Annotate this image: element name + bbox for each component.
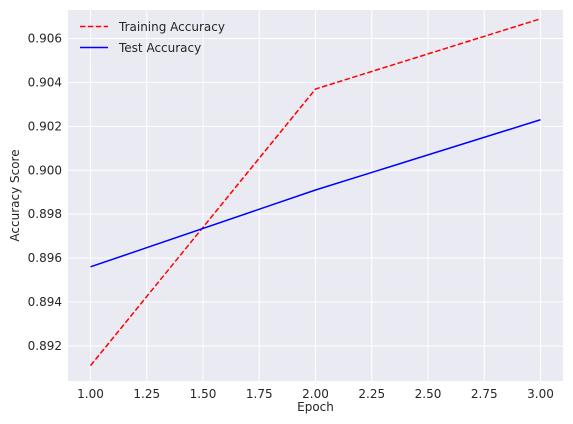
x-tick-label: 1.25 — [133, 387, 160, 401]
x-tick-label: 2.50 — [415, 387, 442, 401]
y-tick-label: 0.894 — [28, 295, 62, 309]
x-tick-label: 2.75 — [471, 387, 498, 401]
x-tick-label: 1.00 — [77, 387, 104, 401]
legend-label-training: Training Accuracy — [118, 20, 225, 34]
y-tick-label: 0.906 — [28, 32, 62, 46]
x-tick-label: 2.00 — [302, 387, 329, 401]
legend: Training Accuracy Test Accuracy — [80, 20, 225, 55]
y-axis-label: Accuracy Score — [8, 149, 22, 241]
y-tick-label: 0.900 — [28, 163, 62, 177]
y-tick-label: 0.898 — [28, 207, 62, 221]
series-lines — [89, 18, 541, 367]
x-tick-label: 1.50 — [190, 387, 217, 401]
grid-lines — [68, 10, 563, 381]
x-axis-label: Epoch — [297, 400, 334, 414]
legend-label-test: Test Accuracy — [118, 41, 201, 55]
series-line-test — [90, 119, 541, 268]
y-tick-label: 0.902 — [28, 119, 62, 133]
series-line-training — [89, 18, 541, 367]
legend-entry-test: Test Accuracy — [80, 41, 201, 55]
y-tick-label: 0.904 — [28, 75, 62, 89]
y-tick-label: 0.896 — [28, 251, 62, 265]
x-tick-label: 3.00 — [527, 387, 554, 401]
x-tick-label: 2.25 — [358, 387, 385, 401]
y-tick-label: 0.892 — [28, 339, 62, 353]
x-tick-labels: 1.00 1.25 1.50 1.75 2.00 2.25 2.50 2.75 3.00 — [77, 387, 554, 401]
legend-entry-training: Training Accuracy — [80, 20, 225, 34]
x-tick-label: 1.75 — [246, 387, 273, 401]
y-tick-labels: 0.892 0.894 0.896 0.898 0.900 0.902 0.904 0.906 — [28, 32, 62, 353]
